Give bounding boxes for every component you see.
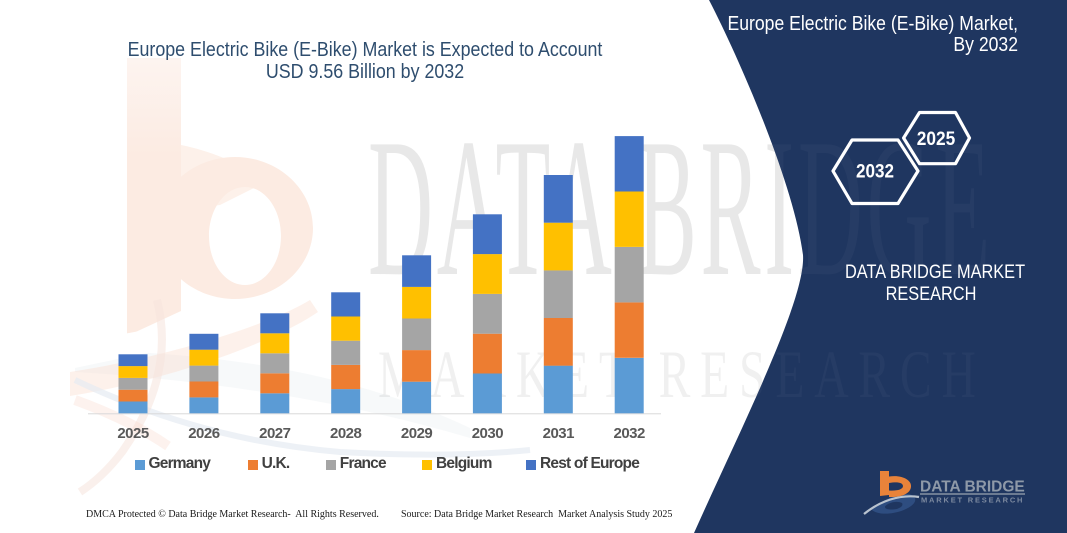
- svg-text:2032: 2032: [856, 162, 894, 183]
- svg-text:2025: 2025: [917, 129, 956, 150]
- svg-text:DATA BRIDGE: DATA BRIDGE: [920, 479, 1025, 496]
- svg-text:MARKET RESEARCH: MARKET RESEARCH: [921, 496, 1024, 505]
